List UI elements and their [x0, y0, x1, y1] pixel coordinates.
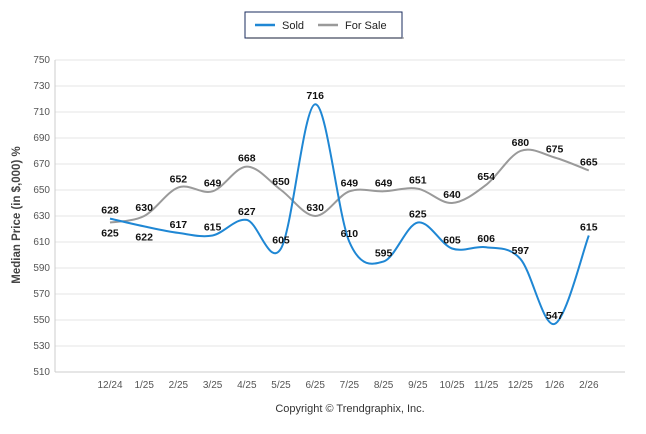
data-label-sold: 605	[443, 235, 461, 247]
x-tick-label: 4/25	[237, 380, 257, 391]
x-tick-label: 3/25	[203, 380, 223, 391]
x-tick-label: 1/25	[134, 380, 154, 391]
data-label-sold: 605	[272, 235, 290, 247]
data-label-for-sale: 668	[238, 153, 256, 165]
x-tick-label: 2/26	[579, 380, 599, 391]
data-label-for-sale: 625	[101, 228, 119, 240]
data-label-for-sale: 654	[477, 171, 495, 183]
y-tick-label: 670	[33, 159, 50, 170]
x-tick-label: 8/25	[374, 380, 394, 391]
y-tick-label: 630	[33, 211, 50, 222]
y-tick-label: 730	[33, 81, 50, 92]
data-label-sold: 617	[170, 219, 188, 231]
y-tick-label: 550	[33, 315, 50, 326]
data-label-for-sale: 665	[580, 157, 598, 169]
y-axis-label: Median Price (in $,000) %	[11, 146, 23, 283]
y-tick-label: 710	[33, 107, 50, 118]
y-tick-label: 650	[33, 185, 50, 196]
data-label-sold: 606	[477, 233, 495, 245]
x-tick-label: 12/25	[508, 380, 533, 391]
copyright-footer: Copyright © Trendgraphix, Inc.	[275, 403, 424, 415]
x-tick-label: 2/25	[169, 380, 189, 391]
x-tick-label: 1/26	[545, 380, 565, 391]
legend: Sold For Sale	[244, 11, 404, 39]
data-label-sold: 628	[101, 205, 119, 217]
data-label-for-sale: 675	[546, 144, 564, 156]
data-label-for-sale: 651	[409, 175, 427, 187]
x-tick-label: 9/25	[408, 380, 428, 391]
y-tick-label: 510	[33, 367, 50, 378]
y-tick-label: 750	[33, 55, 50, 66]
data-label-sold: 615	[580, 222, 598, 234]
series-line-sold	[109, 103, 590, 325]
y-tick-label: 570	[33, 289, 50, 300]
x-tick-label: 12/24	[97, 380, 122, 391]
data-label-sold: 627	[238, 206, 256, 218]
y-tick-label: 590	[33, 263, 50, 274]
legend-label-for-sale: For Sale	[345, 20, 387, 32]
x-tick-label: 6/25	[305, 380, 325, 391]
data-label-sold: 610	[341, 228, 359, 240]
data-label-sold: 622	[135, 231, 153, 243]
data-label-for-sale: 649	[341, 177, 359, 189]
data-label-for-sale: 652	[170, 173, 188, 185]
data-label-for-sale: 680	[512, 137, 530, 149]
y-tick-label: 610	[33, 237, 50, 248]
data-label-for-sale: 630	[135, 202, 153, 214]
data-label-sold: 595	[375, 248, 393, 260]
data-label-sold: 547	[546, 310, 564, 322]
data-label-for-sale: 650	[272, 176, 290, 188]
data-label-for-sale: 640	[443, 189, 461, 201]
data-label-for-sale: 630	[306, 202, 324, 214]
x-tick-label: 11/25	[474, 380, 499, 391]
data-label-sold: 597	[512, 245, 530, 257]
series-line-for-sale	[109, 148, 590, 224]
data-label-sold: 716	[306, 90, 324, 102]
x-tick-label: 10/25	[439, 380, 464, 391]
x-tick-label: 5/25	[271, 380, 291, 391]
data-label-sold: 615	[204, 222, 222, 234]
y-tick-label: 690	[33, 133, 50, 144]
y-tick-label: 530	[33, 341, 50, 352]
legend-label-sold: Sold	[282, 20, 304, 32]
data-label-for-sale: 649	[204, 177, 222, 189]
x-tick-label: 7/25	[340, 380, 360, 391]
data-label-for-sale: 649	[375, 177, 393, 189]
data-label-sold: 625	[409, 209, 427, 221]
